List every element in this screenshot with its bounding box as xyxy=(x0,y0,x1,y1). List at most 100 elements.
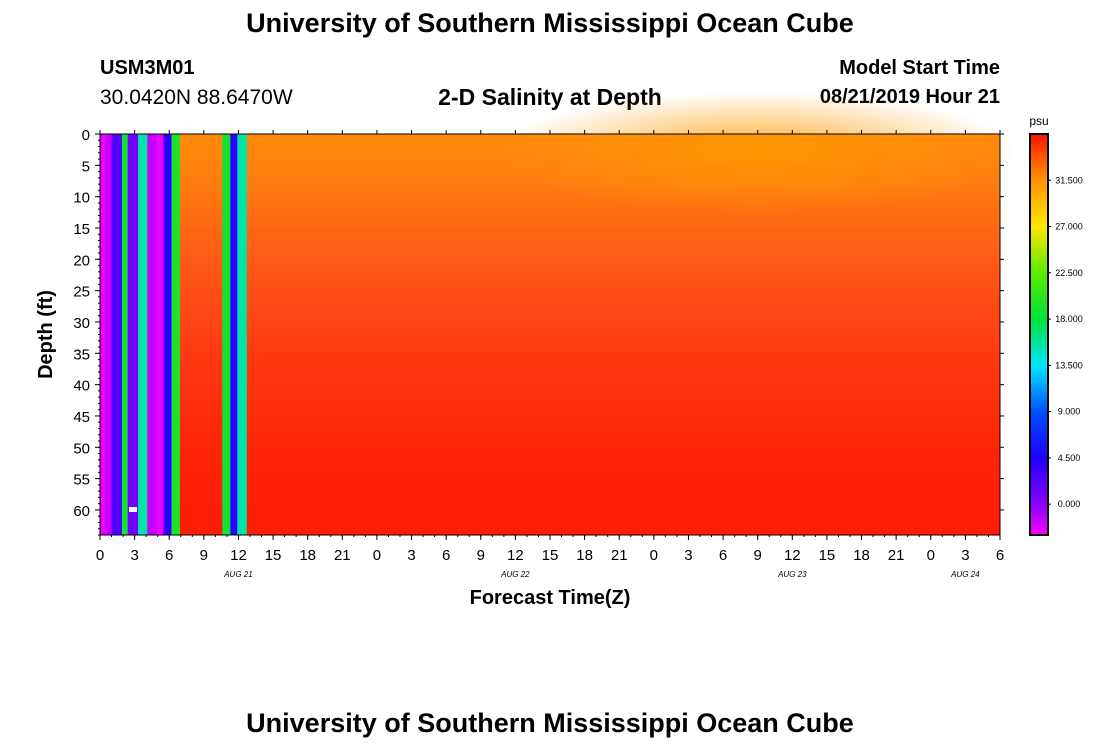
date-label: AUG 23 xyxy=(777,570,807,579)
salinity-band xyxy=(237,134,247,535)
salinity-band xyxy=(121,134,128,535)
salinity-band xyxy=(111,134,123,535)
x-tick-label: 0 xyxy=(650,547,658,564)
colorbar-segment xyxy=(1030,344,1048,349)
colorbar-segment xyxy=(1030,411,1048,416)
colorbar-segment xyxy=(1030,421,1048,426)
x-tick-label: 18 xyxy=(853,547,870,564)
salinity-band xyxy=(100,134,107,535)
x-tick-label: 12 xyxy=(507,547,524,564)
colorbar-segment xyxy=(1030,200,1048,205)
colorbar-segment xyxy=(1030,287,1048,292)
colorbar-label: 4.500 xyxy=(1058,453,1081,463)
colorbar-segment xyxy=(1030,157,1048,162)
x-tick-label: 6 xyxy=(719,547,727,564)
salinity-band xyxy=(230,134,238,535)
colorbar-segment xyxy=(1030,234,1048,239)
date-label: AUG 24 xyxy=(950,570,980,579)
x-tick-label: 12 xyxy=(784,547,801,564)
salinity-band xyxy=(163,134,172,535)
colorbar-segment xyxy=(1030,521,1048,526)
colorbar-segment xyxy=(1030,184,1048,188)
colorbar-segment xyxy=(1030,448,1048,452)
colorbar-segment xyxy=(1030,190,1048,195)
colorbar-segment xyxy=(1030,144,1048,148)
y-tick-label: 40 xyxy=(73,378,90,395)
colorbar-segment xyxy=(1030,371,1048,376)
colorbar-segment xyxy=(1030,274,1048,279)
colorbar-label: 0.000 xyxy=(1058,499,1081,509)
colorbar-segment xyxy=(1030,254,1048,259)
colorbar-segment xyxy=(1030,337,1048,342)
colorbar-segment xyxy=(1030,257,1048,262)
x-tick-label: 6 xyxy=(165,547,173,564)
colorbar-segment xyxy=(1030,304,1048,309)
x-axis-title: Forecast Time(Z) xyxy=(470,587,631,609)
colorbar-segment xyxy=(1030,498,1048,503)
colorbar-segment xyxy=(1030,397,1048,402)
x-tick-label: 15 xyxy=(542,547,559,564)
colorbar-segment xyxy=(1030,347,1048,352)
station-coordinates: 30.0420N 88.6470W xyxy=(100,86,293,109)
colorbar-segment xyxy=(1030,327,1048,332)
colorbar-segment xyxy=(1030,134,1048,138)
salinity-band xyxy=(222,134,231,535)
y-tick-label: 30 xyxy=(73,315,90,332)
colorbar-label: 18.000 xyxy=(1055,314,1083,324)
colorbar-segment xyxy=(1030,377,1048,382)
x-tick-label: 15 xyxy=(265,547,282,564)
colorbar-segment xyxy=(1030,381,1048,386)
colorbar-segment xyxy=(1030,361,1048,366)
colorbar-segment xyxy=(1030,297,1048,302)
colorbar-segment xyxy=(1030,468,1048,473)
colorbar-segment xyxy=(1030,518,1048,523)
colorbar-segment xyxy=(1030,210,1048,215)
colorbar-segment xyxy=(1030,217,1048,222)
salinity-band xyxy=(171,134,180,535)
colorbar-segment xyxy=(1030,494,1048,499)
colorbar-segment xyxy=(1030,401,1048,406)
colorbar-segment xyxy=(1030,451,1048,456)
colorbar-segment xyxy=(1030,431,1048,436)
colorbar-segment xyxy=(1030,244,1048,249)
colorbar-segment xyxy=(1030,187,1048,192)
y-tick-label: 45 xyxy=(73,409,90,426)
colorbar-label: 22.500 xyxy=(1055,268,1083,278)
colorbar-segment xyxy=(1030,137,1048,142)
salinity-band xyxy=(156,134,164,535)
x-tick-label: 3 xyxy=(961,547,969,564)
colorbar-segment xyxy=(1030,504,1048,509)
colorbar-segment xyxy=(1030,150,1048,155)
colorbar-segment xyxy=(1030,444,1048,449)
colorbar-segment xyxy=(1030,307,1048,312)
colorbar-segment xyxy=(1030,458,1048,462)
colorbar-segment xyxy=(1030,174,1048,178)
colorbar-segment xyxy=(1030,424,1048,429)
date-label: AUG 21 xyxy=(223,570,252,579)
colorbar-segment xyxy=(1030,514,1048,519)
colorbar-segment xyxy=(1030,321,1048,325)
salinity-band xyxy=(127,134,139,535)
colorbar-segment xyxy=(1030,408,1048,412)
x-tick-label: 21 xyxy=(888,547,905,564)
colorbar-segment xyxy=(1030,277,1048,282)
data-marker xyxy=(129,507,137,512)
colorbar-segment xyxy=(1030,167,1048,172)
colorbar-segment xyxy=(1030,281,1048,285)
colorbar-frame xyxy=(1029,133,1049,536)
colorbar-segment xyxy=(1030,511,1048,516)
colorbar-segment xyxy=(1030,160,1048,165)
y-tick-label: 55 xyxy=(73,472,90,489)
colorbar-segment xyxy=(1030,267,1048,272)
x-tick-label: 0 xyxy=(927,547,935,564)
x-tick-label: 3 xyxy=(684,547,692,564)
x-tick-label: 6 xyxy=(996,547,1004,564)
colorbar-segment xyxy=(1030,528,1048,533)
salinity-band xyxy=(105,134,112,535)
colorbar-segment xyxy=(1030,474,1048,479)
colorbar-segment xyxy=(1030,351,1048,356)
y-axis-title: Depth (ft) xyxy=(35,290,57,379)
colorbar-segment xyxy=(1030,220,1048,225)
x-tick-label: 21 xyxy=(334,547,351,564)
station-id: USM3M01 xyxy=(100,57,195,79)
